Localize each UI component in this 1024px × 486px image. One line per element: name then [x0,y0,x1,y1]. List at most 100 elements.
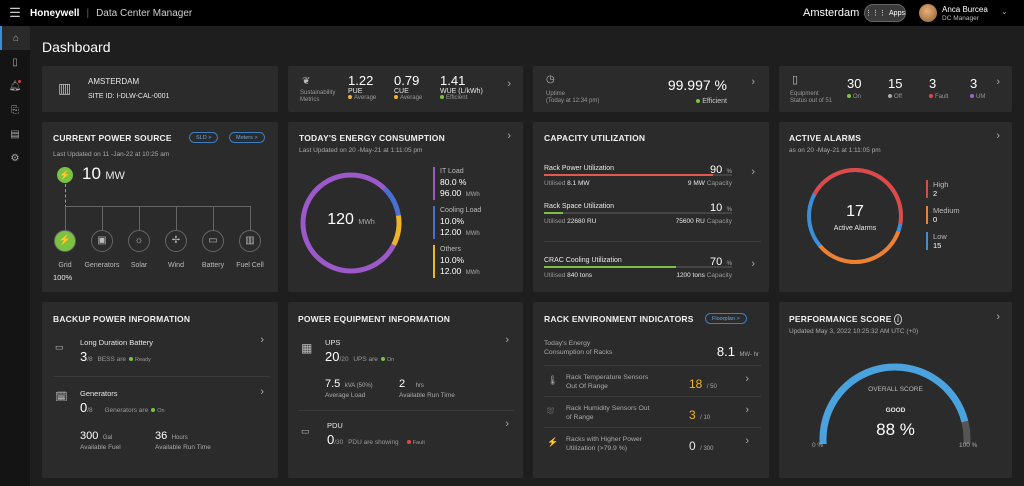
uptime-card[interactable]: ◷ Uptime (Today at 12:34 pm) 99.997 % Eff… [533,66,769,112]
ups-status: 20/20 UPS are On [325,349,395,364]
metric-2: 1.41 WUE (L/kWh) Efficient [440,73,483,101]
alarm-legend-high: High 2 [926,180,960,198]
clock-icon: ◷ [546,74,555,85]
progress-bar [544,266,732,268]
card-title: POWER EQUIPMENT INFORMATION [298,314,451,324]
site-id: SITE ID: I-DLW-CAL-0001 [88,93,170,100]
floorplan-button[interactable]: Floorplan > [705,313,747,324]
chevron-right-icon[interactable]: › [260,386,264,398]
alarms-donut [807,168,903,264]
alarms-card[interactable]: ACTIVE ALARMS › as on 20 -May-21 at 1:11… [779,122,1012,292]
source-grid[interactable]: ⚡ [54,230,76,252]
app-name: Data Center Manager [96,7,193,19]
chevron-right-icon: › [745,373,749,385]
chevron-right-icon[interactable]: › [505,334,509,346]
location-selector[interactable]: Amsterdam [803,7,860,19]
home-icon: ⌂ [12,32,20,44]
chevron-right-icon[interactable]: › [751,76,755,88]
source-solar[interactable]: ☼ [128,230,150,252]
card-title: RACK ENVIRONMENT INDICATORS [544,314,694,324]
energy-legend-item: Cooling Load 10.0% 12.00 MWh [433,206,481,239]
energy-segment-0 [300,172,402,274]
chevron-right-icon[interactable]: › [507,78,511,90]
rack-indicator-row[interactable]: ⛆ Rack Humidity Sensors Out of Range 3 / … [544,396,761,427]
energy-card[interactable]: TODAY'S ENERGY CONSUMPTION › Last Update… [288,122,523,292]
sidebar-item-alarms[interactable]: 🔔︎ [0,74,30,98]
chevron-right-icon[interactable]: › [996,130,1000,142]
rack-indicator-row[interactable]: 🌡︎ Rack Temperature Sensors Out Of Range … [544,365,761,396]
source-fuel-cell[interactable]: ▥ [239,230,261,252]
sld-button[interactable]: SLD > [189,132,219,143]
gear-icon: ⚙ [10,152,20,164]
avatar[interactable] [919,4,937,22]
chevron-right-icon[interactable]: › [507,130,511,142]
meters-button[interactable]: Meters > [229,132,265,143]
source-battery[interactable]: ▭ [202,230,224,252]
chevron-down-icon[interactable]: ⌄ [1001,7,1008,16]
chevron-right-icon[interactable]: › [505,418,509,430]
source-label: Grid [58,262,72,269]
site-card: ▥ AMSTERDAM SITE ID: I-DLW-CAL-0001 [42,66,278,112]
chevron-right-icon[interactable]: › [751,258,755,270]
chevron-right-icon[interactable]: › [996,76,1000,88]
info-icon: i [894,314,903,325]
sidebar-item-home[interactable]: ⌂ [0,26,30,50]
score-gauge [819,363,971,444]
equipment-card[interactable]: ▯ Equipment Status out of 51 30 On 15 Off 3 Fa… [779,66,1012,112]
source-label: Fuel Cell [236,262,264,269]
chevron-right-icon[interactable]: › [260,334,264,346]
chevron-right-icon[interactable]: › [751,166,755,178]
sidebar-item-reports[interactable]: ⎘ [0,98,30,122]
source-generators[interactable]: ▣ [91,230,113,252]
building-icon: ▥ [58,80,72,96]
available-run-time: 36 Hours Available Run Time [155,430,211,451]
leaf-icon: ❦ [302,76,311,87]
power-equipment-card: POWER EQUIPMENT INFORMATION ▦ UPS 20/20 … [288,302,523,478]
uptime-status: Efficient [696,98,727,105]
last-updated: Updated May 3, 2022 10:25:32 AM UTC (+0) [789,328,919,335]
metric-0: 1.22 PUE Average [348,73,377,101]
card-title: PERFORMANCE SCORE i [789,314,903,325]
battery-status: 3/8 BESS are Ready [80,349,151,364]
energy-donut [300,172,402,274]
source-wind[interactable]: ✢ [165,230,187,252]
ups-average-load: 7.5 kVA (50%) Average Load [325,378,373,399]
chevron-right-icon[interactable]: › [996,311,1000,323]
sidebar-item-settings[interactable]: ⚙ [0,146,30,170]
capacity-item: Rack Space Utilization 10 % Utilised 226… [544,202,732,225]
chevron-right-icon: › [745,435,749,447]
pdu-icon: ▭ [301,426,310,436]
source-icon: ▥ [245,235,255,246]
user-role: DC Manager [942,15,979,22]
menu-icon[interactable]: ☰ [9,5,21,20]
available-fuel: 300 Gal Available Fuel [80,430,121,451]
rack-energy-label: Today's Energy Consumption of Racks [544,340,613,356]
uptime-value: 99.997 % [667,77,727,93]
performance-card[interactable]: PERFORMANCE SCORE i › Updated May 3, 202… [779,302,1012,478]
bolt-icon: ⚡ [57,167,73,183]
backup-power-card: BACKUP POWER INFORMATION ▭ Long Duration… [42,302,278,478]
generator-icon: 🗓︎ [55,392,68,403]
rack-indicator-row[interactable]: ⚡ Racks with Higher Power Utilization (>7… [544,427,761,458]
source-icon: ▭ [208,235,218,246]
sidebar-item-documents[interactable]: ▤ [0,122,30,146]
ups-run-time: 2 hrs Available Run Time [399,378,455,399]
card-title: CURRENT POWER SOURCE [53,133,172,143]
alarm-total-label: Active Alarms [833,225,877,232]
score-rating: GOOD [885,407,906,414]
battery-icon: ▭ [55,342,64,352]
score-value: 88 % [876,420,915,439]
uptime-label: Uptime (Today at 12:34 pm) [546,91,600,104]
apps-button[interactable]: ⋮⋮⋮ Apps [864,4,906,22]
overall-score-label: OVERALL SCORE [868,386,923,393]
source-icon: ☼ [134,235,144,246]
sustainability-card[interactable]: ❦ Sustainability Metrics 1.22 PUE Average 0.… [288,66,523,112]
source-label: Wind [168,262,184,269]
user-menu[interactable]: Anca Burcea DC Manager [942,5,988,23]
card-title: TODAY'S ENERGY CONSUMPTION [299,133,445,143]
sidebar-item-devices[interactable]: ▯ [0,50,30,74]
generators-status: 0/8 Generators are On [80,400,165,415]
equipment-status-0: 30 On [847,76,862,100]
source-icon: ▣ [97,235,107,246]
sustainability-label: Sustainability Metrics [300,90,336,103]
